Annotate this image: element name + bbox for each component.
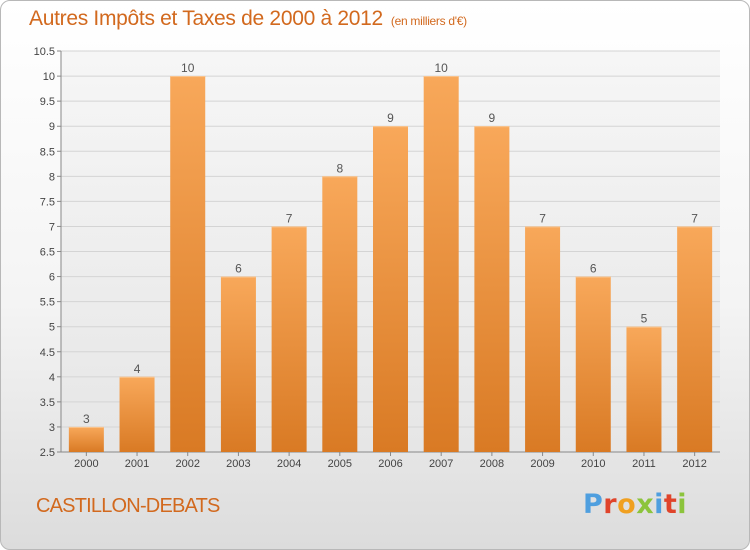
data-label: 5 [641, 312, 648, 326]
data-label: 10 [181, 61, 195, 75]
data-label: 6 [590, 262, 597, 276]
bar [474, 126, 510, 452]
logo-letter: x [636, 489, 655, 520]
x-tick-label: 2007 [429, 458, 453, 470]
x-tick-label: 2009 [530, 458, 554, 470]
y-tick-label: 8 [49, 171, 55, 183]
bar-highlight [322, 176, 358, 178]
logo-letter: i [654, 489, 664, 520]
chart-title-text: Autres Impôts et Taxes de 2000 à 2012 [29, 7, 383, 30]
x-tick-label: 2004 [277, 458, 301, 470]
bar-highlight [373, 126, 408, 128]
bar-highlight [170, 76, 206, 78]
bar-highlight [220, 276, 256, 278]
y-tick-label: 8.5 [40, 146, 55, 158]
y-tick-label: 5 [49, 322, 55, 334]
bar-highlight [119, 376, 155, 378]
y-tick-label: 9 [49, 121, 55, 133]
y-tick-label: 3.5 [40, 397, 55, 409]
bar [322, 176, 358, 452]
bar-highlight [474, 126, 510, 128]
data-label: 10 [435, 61, 449, 75]
x-tick-label: 2000 [74, 458, 98, 470]
data-label: 8 [336, 161, 343, 175]
x-tick-label: 2006 [378, 458, 402, 470]
y-tick-label: 10.5 [34, 46, 55, 58]
bar [626, 326, 662, 452]
bar [271, 226, 307, 452]
bar-highlight [525, 226, 561, 228]
y-tick-label: 4.5 [40, 347, 55, 359]
bar [525, 226, 561, 452]
proxiti-logo[interactable]: Proxiti [583, 489, 687, 520]
y-tick-label: 7.5 [40, 196, 55, 208]
x-tick-label: 2002 [175, 458, 199, 470]
bar-highlight [626, 326, 662, 328]
y-tick-label: 6.5 [40, 247, 55, 259]
bar-highlight [677, 226, 713, 228]
y-tick-label: 10 [43, 71, 55, 83]
x-tick-label: 2005 [328, 458, 352, 470]
bar [423, 76, 459, 452]
bar [119, 376, 155, 452]
data-label: 4 [134, 362, 141, 376]
y-tick-label: 7 [49, 221, 55, 233]
data-label: 3 [83, 412, 90, 426]
y-tick-label: 9.5 [40, 96, 55, 108]
data-label: 6 [235, 262, 242, 276]
x-tick-label: 2003 [226, 458, 250, 470]
x-tick-label: 2012 [682, 458, 706, 470]
data-label: 7 [691, 211, 698, 225]
x-tick-label: 2011 [632, 458, 656, 470]
data-label: 9 [387, 111, 394, 125]
logo-letter: i [677, 489, 688, 520]
bar [575, 276, 611, 452]
y-tick-label: 3 [49, 422, 55, 434]
x-tick-label: 2010 [581, 458, 605, 470]
y-tick-label: 4 [49, 372, 55, 384]
y-tick-label: 6 [49, 272, 55, 284]
chart-title-unit: (en milliers d'€) [390, 14, 467, 28]
bar [68, 426, 104, 452]
bar-highlight [575, 276, 611, 278]
y-tick-label: 5.5 [40, 297, 55, 309]
bar-highlight [423, 76, 459, 78]
bar-highlight [271, 226, 307, 228]
x-tick-label: 2001 [125, 458, 149, 470]
bar [170, 76, 206, 452]
chart-title: Autres Impôts et Taxes de 2000 à 2012 (en… [29, 7, 467, 31]
bar [677, 226, 713, 452]
x-tick-label: 2008 [480, 458, 504, 470]
logo-letter: r [603, 489, 618, 520]
bar [220, 276, 256, 452]
data-label: 7 [286, 211, 293, 225]
commune-name: CASTILLON-DEBATS [36, 495, 220, 517]
bar-highlight [68, 426, 104, 428]
y-tick-label: 2.5 [40, 447, 55, 459]
logo-letter: P [583, 489, 604, 520]
logo-letter: t [663, 489, 678, 520]
data-label: 9 [489, 111, 496, 125]
data-label: 7 [539, 211, 546, 225]
logo-letter: o [617, 489, 637, 520]
bar [373, 126, 408, 452]
